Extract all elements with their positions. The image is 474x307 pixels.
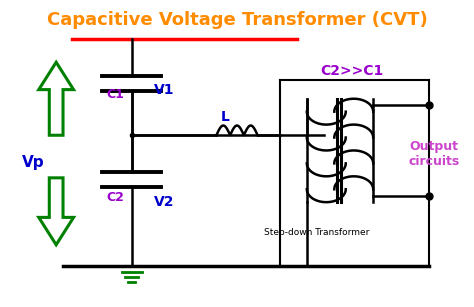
Text: Step-down Transformer: Step-down Transformer xyxy=(264,228,370,237)
Polygon shape xyxy=(39,62,73,135)
Text: Capacitive Voltage Transformer (CVT): Capacitive Voltage Transformer (CVT) xyxy=(46,10,428,29)
Text: C2: C2 xyxy=(107,191,125,204)
Text: L: L xyxy=(221,110,230,124)
Text: C1: C1 xyxy=(107,88,125,101)
Text: V2: V2 xyxy=(154,195,174,209)
Text: Output
circuits: Output circuits xyxy=(408,139,459,168)
Text: Vp: Vp xyxy=(22,155,45,170)
Text: V1: V1 xyxy=(154,83,174,97)
Polygon shape xyxy=(39,178,73,245)
Text: C2>>C1: C2>>C1 xyxy=(320,64,383,78)
